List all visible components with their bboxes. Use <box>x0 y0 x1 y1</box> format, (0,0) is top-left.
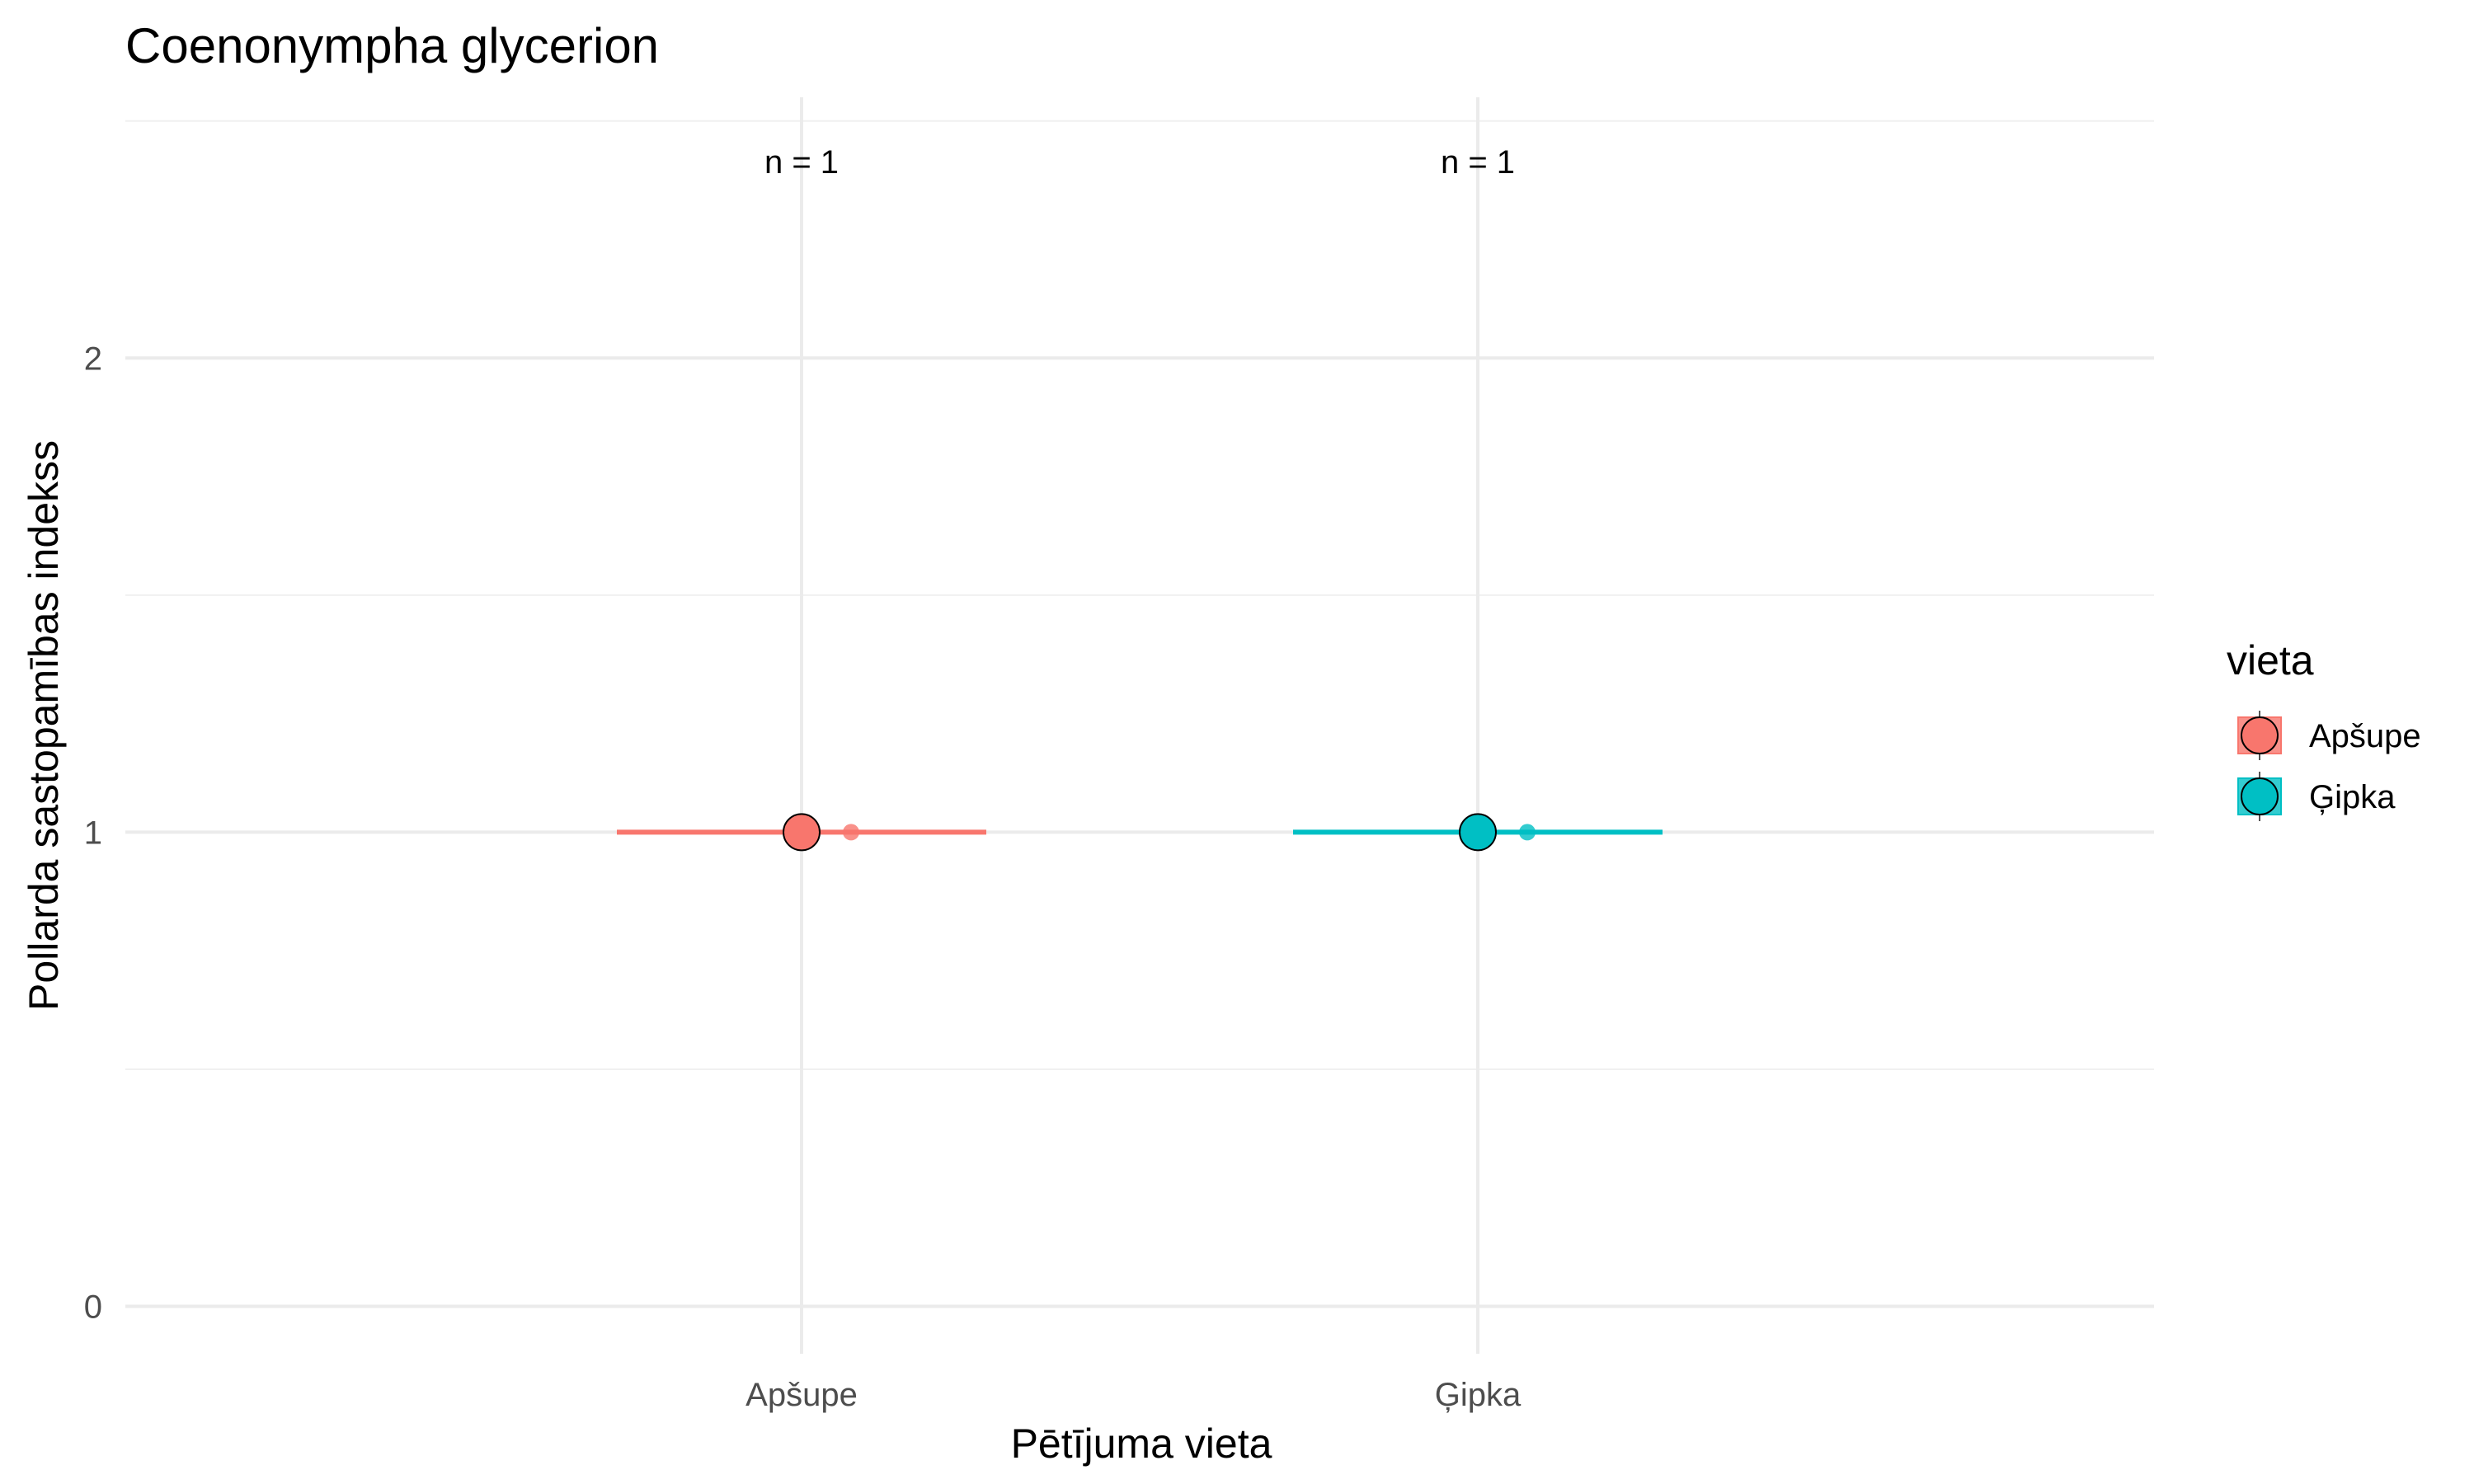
chart-title: Coenonympha glycerion <box>125 18 659 73</box>
n-label: n = 1 <box>1441 144 1515 181</box>
x-axis-ticks: Apšupe Ģipka <box>745 1377 1522 1413</box>
y-tick-label: 2 <box>84 340 102 377</box>
grid-major <box>125 97 2154 1354</box>
y-axis-ticks: 0 1 2 <box>84 340 102 1325</box>
data-marks <box>617 813 1663 852</box>
jitter-point <box>843 824 859 841</box>
grid-minor <box>125 120 2154 1070</box>
y-tick-label: 1 <box>84 815 102 851</box>
annotations: n = 1 n = 1 <box>764 144 1515 181</box>
x-tick-label: Ģipka <box>1435 1377 1522 1413</box>
x-axis-title: Pētījuma vieta <box>1011 1421 1272 1467</box>
n-label: n = 1 <box>764 144 839 181</box>
x-tick-label: Apšupe <box>745 1377 858 1413</box>
jitter-point <box>1519 824 1536 841</box>
y-axis-title: Pollarda sastopamības indekss <box>21 440 67 1011</box>
legend-key-point <box>2241 777 2279 815</box>
mean-point <box>783 813 821 852</box>
legend-label: Apšupe <box>2309 718 2421 754</box>
mean-point <box>1459 813 1497 852</box>
legend: vieta Apšupe Ģipka <box>2227 637 2421 821</box>
legend-key-point <box>2241 716 2279 754</box>
legend-title: vieta <box>2227 637 2314 683</box>
legend-label: Ģipka <box>2309 779 2396 815</box>
y-tick-label: 0 <box>84 1289 102 1325</box>
